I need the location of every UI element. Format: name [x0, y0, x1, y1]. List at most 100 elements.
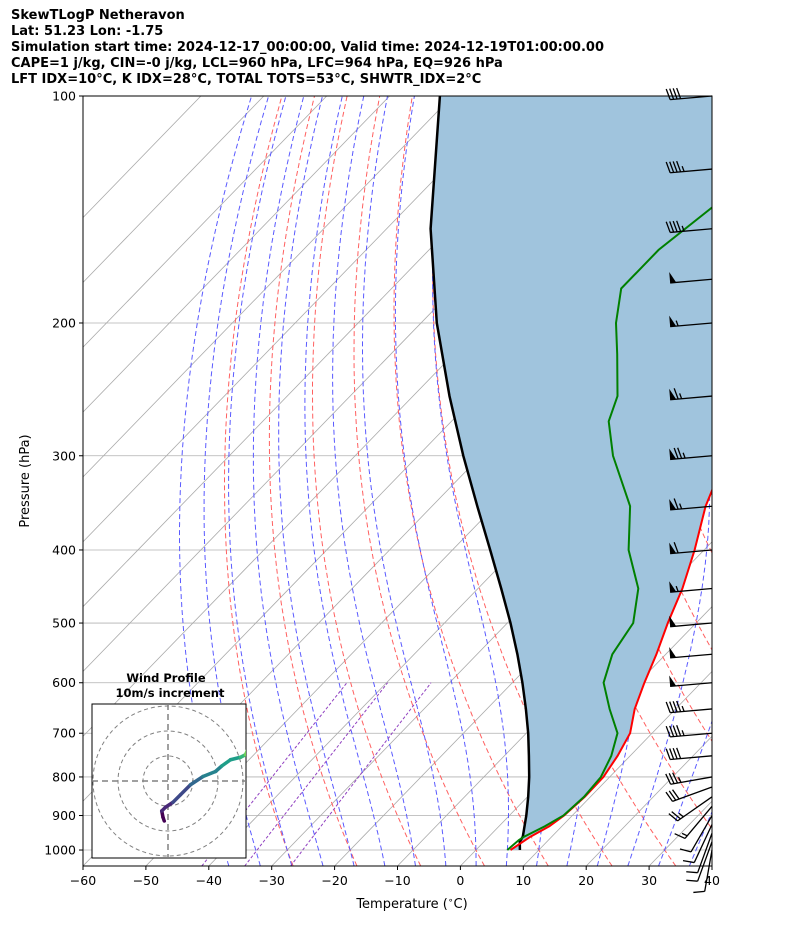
wind-barb-half	[682, 452, 686, 459]
wind-barb-shaft	[670, 278, 713, 284]
y-tick-label: 400	[52, 542, 76, 557]
wind-barb-full	[672, 220, 678, 233]
hodograph-trace	[251, 730, 252, 740]
wind-barb-flag	[669, 271, 677, 283]
wind-barb-half	[681, 832, 688, 837]
wind-barb-full	[665, 791, 674, 802]
moist-adiabat-line	[720, 96, 794, 866]
x-tick-label: −50	[133, 873, 159, 888]
wind-barb-shaft	[670, 682, 713, 688]
wind-barb-full	[676, 160, 682, 173]
wind-barb	[669, 615, 713, 628]
wind-barb-full	[676, 747, 682, 759]
moist-adiabat-line	[432, 96, 509, 866]
hodograph-trace	[178, 783, 193, 797]
wind-barb-full	[665, 88, 671, 100]
wind-barb-shaft	[670, 622, 713, 628]
x-tick-label: 10	[515, 873, 531, 888]
hodograph-trace	[248, 740, 251, 749]
isotherm-line	[83, 96, 265, 283]
wind-barb-half	[681, 165, 685, 172]
wind-barb-half	[677, 776, 682, 783]
wind-barb-shaft	[670, 322, 713, 328]
isotherm-line	[83, 96, 390, 413]
wind-barb-flag	[669, 448, 677, 460]
wind-barb-shaft	[670, 455, 713, 461]
wind-barb-full	[673, 447, 679, 459]
x-tick-label: 0	[456, 873, 464, 888]
wind-barb-full	[669, 88, 675, 100]
wind-barb	[669, 447, 713, 461]
wind-barb	[674, 805, 713, 840]
wind-barb-full	[672, 161, 678, 173]
dry-adiabat-line	[738, 96, 794, 866]
wind-barb-full	[673, 498, 679, 510]
wind-barb	[665, 220, 713, 234]
wind-barb-half	[675, 320, 679, 327]
dewpoint-line	[506, 206, 712, 851]
wind-barb-full	[669, 221, 675, 233]
moist-adiabat-line	[252, 96, 324, 866]
wind-barb-full	[676, 87, 682, 99]
wind-barb	[665, 786, 713, 803]
wind-barb-full	[672, 772, 679, 784]
y-tick-label: 600	[52, 675, 76, 690]
isotherm-line	[775, 96, 794, 866]
wind-barb-flag	[669, 646, 677, 658]
cape-shading	[430, 96, 712, 850]
wind-barb-full	[672, 701, 678, 713]
wind-barb-shaft	[670, 653, 713, 659]
wind-barb	[665, 747, 713, 761]
isotherm-line	[585, 735, 712, 866]
x-tick-label: −40	[196, 873, 222, 888]
wind-barb	[665, 160, 713, 174]
wind-barb	[669, 271, 713, 284]
times-text: Simulation start time: 2024-12-17_00:00:…	[11, 40, 604, 55]
wind-barb-full	[669, 748, 675, 760]
hodograph-trace	[171, 793, 183, 804]
isotherm-line	[711, 865, 712, 866]
wind-barb-flag	[669, 581, 677, 593]
x-tick-label: −10	[384, 873, 410, 888]
wind-barb-full	[693, 890, 705, 894]
wind-barb	[669, 315, 713, 328]
wind-barb-half	[679, 503, 683, 510]
wind-barb-full	[665, 748, 671, 760]
wind-barb-full	[686, 871, 698, 874]
wind-barb-full	[679, 848, 692, 853]
y-tick-label: 300	[52, 448, 76, 463]
y-tick-label: 100	[52, 89, 76, 104]
isotherm-line	[83, 96, 453, 478]
moist-adiabat-line	[203, 96, 270, 866]
wind-barb-full	[686, 879, 698, 882]
wind-barb-full	[674, 833, 686, 840]
hodograph-trace	[188, 774, 205, 787]
y-tick-label: 500	[52, 616, 76, 631]
dry-adiabat-line	[268, 96, 358, 866]
wind-barb-full	[672, 88, 678, 100]
moist-adiabat-line	[228, 96, 293, 866]
mixing-ratio-line	[244, 682, 388, 866]
cape-info-text: CAPE=1 j/kg, CIN=-0 j/kg, LCL=960 hPa, L…	[11, 56, 503, 71]
isotherm-line	[83, 96, 327, 348]
wind-barb-shaft	[677, 796, 713, 822]
mixing-ratio-line	[290, 682, 432, 866]
wind-barb-half	[675, 585, 679, 592]
indices-text: LFT IDX=10°C, K IDX=28°C, TOTAL TOTS=53°…	[11, 72, 482, 87]
wind-barb-full	[677, 447, 683, 459]
x-axis-label: Temperature (∘C)	[355, 896, 467, 912]
wind-barb	[679, 815, 713, 853]
chart-header: SkewTLogP Netheravon Lat: 51.23 Lon: -1.…	[11, 8, 604, 88]
moist-adiabat-line	[627, 96, 711, 866]
wind-barb-flag	[669, 675, 677, 687]
wind-barb	[669, 675, 713, 688]
moist-adiabat-line	[362, 96, 447, 866]
wind-barb	[665, 700, 713, 714]
parcel-profile-line	[429, 96, 531, 851]
wind-barb-full	[673, 388, 679, 400]
wind-barb-flag	[669, 315, 677, 327]
x-tick-label: −30	[259, 873, 285, 888]
wind-barb-half	[681, 225, 685, 232]
dry-adiabat-line	[393, 96, 549, 866]
